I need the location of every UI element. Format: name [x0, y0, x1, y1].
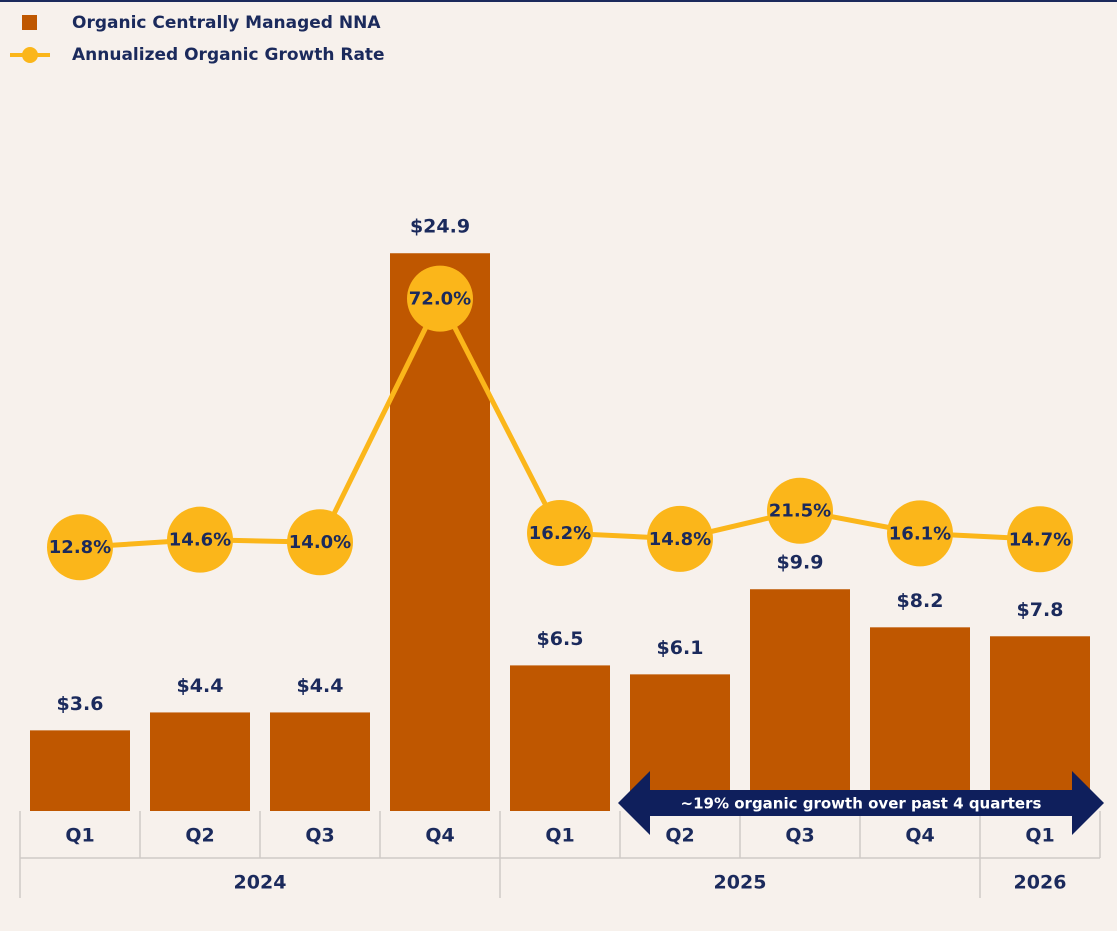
- bar-value-label: $8.2: [897, 590, 944, 612]
- x-tick-label: Q2: [185, 825, 214, 847]
- x-tick-label: Q3: [305, 825, 334, 847]
- growth-marker: [167, 506, 233, 573]
- x-tick-label: Q4: [905, 825, 934, 847]
- bar-value-label: $9.9: [777, 552, 824, 574]
- annotation-arrow: [618, 771, 1104, 835]
- growth-marker: [647, 505, 713, 572]
- x-tick-label: Q2: [665, 825, 694, 847]
- growth-value-label: 14.0%: [289, 532, 351, 553]
- legend-swatch-bars: [22, 15, 37, 30]
- annotation-text: ~19% organic growth over past 4 quarters: [681, 795, 1042, 813]
- bar: [390, 253, 490, 812]
- bar-value-label: $7.8: [1017, 599, 1064, 621]
- group-label: 2025: [714, 872, 767, 894]
- growth-marker: [47, 514, 113, 581]
- bar: [270, 712, 370, 811]
- legend-label: Annualized Organic Growth Rate: [72, 45, 385, 65]
- legend-label: Organic Centrally Managed NNA: [72, 13, 381, 33]
- x-tick-label: Q1: [1025, 825, 1054, 847]
- bar: [150, 712, 250, 811]
- growth-value-label: 21.5%: [769, 501, 831, 522]
- growth-marker: [407, 265, 473, 332]
- legend-swatch-marker: [22, 47, 38, 63]
- growth-marker: [287, 509, 353, 576]
- bar-value-label: $3.6: [57, 693, 104, 715]
- growth-value-label: 16.1%: [889, 523, 951, 544]
- bar: [870, 627, 970, 811]
- x-tick-label: Q1: [545, 825, 574, 847]
- bar: [30, 730, 130, 811]
- group-label: 2024: [234, 872, 287, 894]
- growth-value-label: 14.7%: [1009, 529, 1071, 550]
- growth-value-label: 14.8%: [649, 529, 711, 550]
- growth-value-label: 72.0%: [409, 289, 471, 310]
- growth-value-label: 16.2%: [529, 523, 591, 544]
- group-label: 2026: [1014, 872, 1067, 894]
- growth-marker: [887, 500, 953, 567]
- growth-value-label: 14.6%: [169, 530, 231, 551]
- bar-value-label: $6.5: [537, 628, 584, 650]
- bar-value-label: $4.4: [177, 675, 224, 697]
- bar-value-label: $24.9: [410, 216, 470, 238]
- growth-value-label: 12.8%: [49, 537, 111, 558]
- growth-marker: [527, 499, 593, 566]
- x-tick-label: Q1: [65, 825, 94, 847]
- growth-marker: [1007, 506, 1073, 573]
- x-tick-label: Q3: [785, 825, 814, 847]
- bar: [510, 665, 610, 811]
- bar-value-label: $6.1: [657, 637, 704, 659]
- bar: [750, 589, 850, 811]
- x-tick-label: Q4: [425, 825, 454, 847]
- growth-marker: [767, 477, 833, 544]
- bar-value-label: $4.4: [297, 675, 344, 697]
